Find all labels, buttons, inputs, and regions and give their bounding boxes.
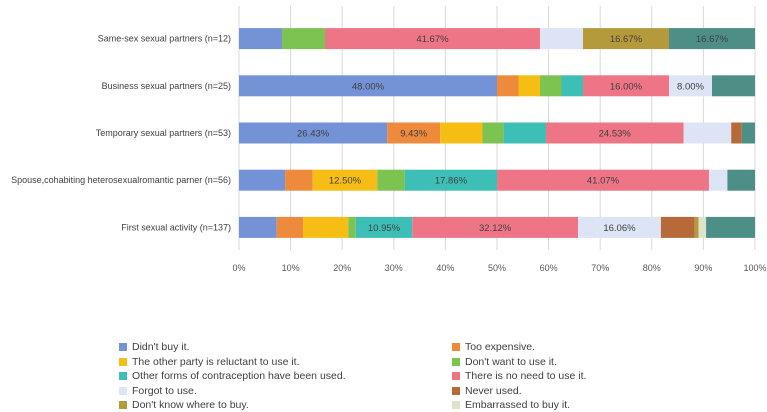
category-label: Same-sex sexual partners (n=12): [98, 34, 231, 44]
bar-segment-10-3: [727, 169, 755, 191]
bar-segment-0-2: [239, 122, 388, 144]
x-tick-label: 30%: [385, 263, 403, 273]
bar-segment-10-1: [712, 75, 755, 97]
bar-segment-5-3: [497, 169, 709, 191]
bar-segment-2-1: [518, 75, 540, 97]
bar-segment-4-3: [404, 169, 498, 191]
bar-segment-5-0: [324, 28, 540, 50]
data-label: 48.00%: [352, 81, 385, 92]
bar-segment-4-1: [561, 75, 583, 97]
bar-segment-6-1: [669, 75, 712, 97]
category-label: Spouse,cohabiting heterosexualromantic p…: [11, 175, 231, 185]
x-tick-label: 10%: [282, 263, 300, 273]
x-tick-label: 50%: [488, 263, 506, 273]
bar-segment-6-3: [708, 169, 728, 191]
bar-segment-5-2: [545, 122, 684, 144]
bar-segment-1-1: [497, 75, 519, 97]
bar-segment-1-4: [276, 216, 304, 238]
bar-segment-5-4: [412, 216, 579, 238]
bar-segment-0-4: [239, 216, 277, 238]
bar-segment-1-3: [285, 169, 313, 191]
category-label: Temporary sexual partners (n=53): [96, 128, 231, 138]
data-label: 41.67%: [416, 34, 449, 45]
bar-segment-6-0: [539, 28, 583, 50]
bar-segment-4-4: [355, 216, 413, 238]
data-label: 8.00%: [677, 81, 704, 92]
x-tick-label: 100%: [743, 263, 766, 273]
bar-segment-3-0: [281, 28, 325, 50]
bar-segment-10-0: [668, 28, 755, 50]
x-tick-label: 40%: [436, 263, 454, 273]
data-label: 16.67%: [696, 34, 729, 45]
x-tick-label: 70%: [591, 263, 609, 273]
data-label: 16.67%: [610, 34, 643, 45]
x-tick-label: 80%: [643, 263, 661, 273]
bar-segment-6-4: [578, 216, 661, 238]
bar-segment-7-2: [731, 122, 742, 144]
x-tick-label: 60%: [540, 263, 558, 273]
data-label: 9.43%: [400, 129, 427, 140]
data-label: 10.95%: [368, 223, 401, 234]
bar-segment-1-2: [387, 122, 441, 144]
bar-segment-8-0: [582, 28, 669, 50]
bar-segment-6-2: [683, 122, 732, 144]
category-label: Business sexual partners (n=25): [102, 81, 231, 91]
bar-segment-3-2: [482, 122, 504, 144]
bar-segment-0-1: [239, 75, 497, 97]
bar-segment-10-2: [741, 122, 755, 144]
data-label: 24.53%: [599, 129, 632, 140]
bar-segment-2-2: [440, 122, 483, 144]
bar-segment-8-4: [694, 216, 699, 238]
bar-segment-2-4: [303, 216, 349, 238]
data-label: 12.50%: [329, 176, 362, 187]
data-label: 32.12%: [479, 223, 512, 234]
bar-segment-0-3: [239, 169, 286, 191]
bar-segment-3-3: [377, 169, 405, 191]
bar-segment-0-0: [239, 28, 282, 50]
data-label: 16.06%: [603, 223, 636, 234]
x-tick-label: 20%: [333, 263, 351, 273]
x-tick-label: 90%: [694, 263, 712, 273]
data-label: 17.86%: [435, 176, 468, 187]
data-label: 26.43%: [297, 129, 330, 140]
bar-segment-3-4: [348, 216, 356, 238]
category-label: First sexual activity (n=137): [121, 222, 231, 232]
bar-segment-2-3: [312, 169, 378, 191]
bar-segment-5-1: [583, 75, 669, 97]
x-tick-label: 0%: [232, 263, 245, 273]
data-label: 41.07%: [587, 176, 620, 187]
data-label: 16.00%: [610, 81, 643, 92]
bar-segment-3-1: [540, 75, 562, 97]
bar-segment-10-4: [706, 216, 755, 238]
bar-segment-7-4: [660, 216, 695, 238]
bar-segment-4-2: [503, 122, 546, 144]
bar-segment-9-4: [698, 216, 707, 238]
